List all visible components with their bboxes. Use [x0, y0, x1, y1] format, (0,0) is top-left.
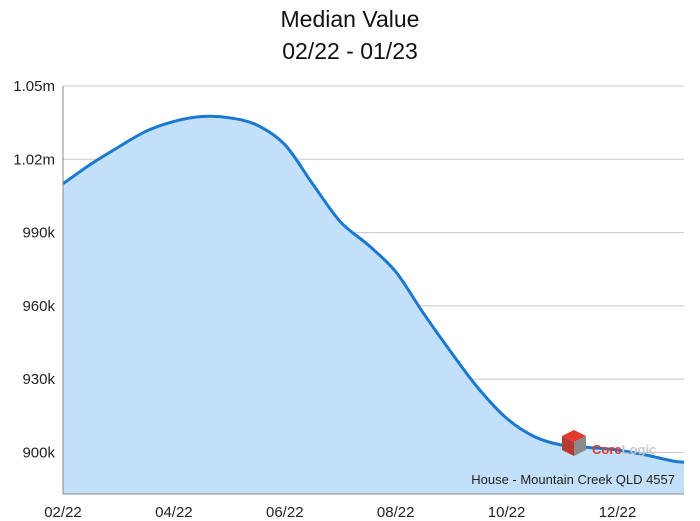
y-tick-label: 1.05m [13, 78, 55, 95]
x-tick-label: 04/22 [155, 504, 193, 521]
x-tick-label: 12/22 [599, 504, 637, 521]
watermark-core: Core [592, 442, 622, 457]
watermark-logic: Logic [622, 442, 657, 457]
footnote: House - Mountain Creek QLD 4557 [471, 472, 675, 487]
x-tick-label: 10/22 [488, 504, 526, 521]
x-tick-labels: 02/22 04/22 06/22 08/22 10/22 12/22 [44, 504, 636, 521]
logo-cube-right [574, 436, 586, 456]
x-tick-label: 06/22 [266, 504, 304, 521]
axes [62, 86, 684, 495]
y-tick-label: 1.02m [13, 151, 55, 168]
y-tick-label: 900k [22, 444, 55, 461]
x-tick-label: 08/22 [377, 504, 415, 521]
y-tick-label: 990k [22, 225, 55, 242]
median-value-line [62, 114, 685, 464]
chart-subtitle: 02/22 - 01/23 [282, 38, 418, 64]
area-fill [63, 116, 684, 495]
logo-cube-left [562, 436, 574, 456]
y-tick-label: 930k [22, 371, 55, 388]
corelogic-logo: CoreLogic [562, 430, 656, 457]
x-tick-label: 02/22 [44, 504, 82, 521]
watermark-text: CoreLogic [592, 442, 656, 457]
y-tick-labels: 1.05m 1.02m 990k 960k 930k 900k [13, 78, 55, 461]
chart-title: Median Value [280, 6, 420, 32]
y-tick-label: 960k [22, 298, 55, 315]
